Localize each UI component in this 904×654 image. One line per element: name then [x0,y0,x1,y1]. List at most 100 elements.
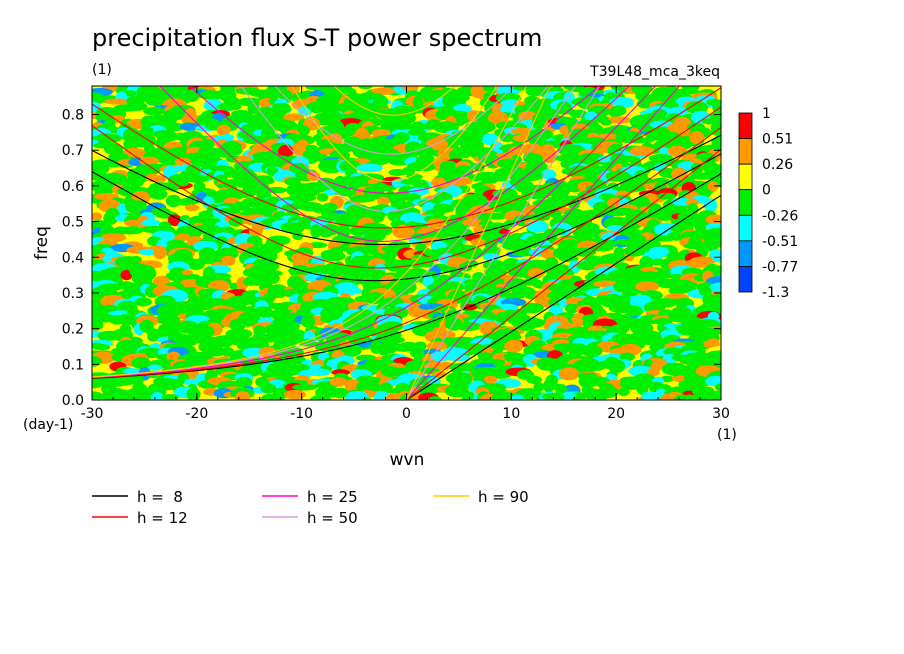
field-blob [587,392,608,400]
field-blob [106,160,121,168]
field-blob [401,166,416,176]
colorbar-label: -0.51 [762,234,798,250]
field-blob [180,339,198,347]
field-blob [507,291,527,299]
field-blob [220,255,236,266]
field-blob [165,194,181,208]
field-blob [257,261,280,272]
field-blob [111,396,135,400]
field-blob [167,214,183,227]
field-blob [235,376,253,388]
field-blob [390,197,407,210]
field-blob [273,367,298,377]
field-blob [427,396,443,400]
field-blob [129,176,145,188]
field-blob [673,88,700,95]
field-blob [469,120,496,133]
field-blob [484,287,511,296]
dispersion-curve-h8-2 [92,153,721,282]
field-blob [177,198,197,206]
field-blob [455,321,482,331]
x-tick-label: -10 [290,406,313,422]
field-blob [640,391,663,400]
field-blob [685,101,709,114]
field-blob [484,266,508,278]
y-tick-label: 0.8 [62,108,84,124]
field-blob [153,175,166,184]
field-blob [177,320,199,334]
field-blob [511,86,530,91]
field-blob [444,384,469,398]
field-blob [458,247,484,260]
x-tick-label: 0 [402,406,411,422]
field-blob [176,233,191,241]
field-blob [568,344,584,358]
field-blob [345,390,369,400]
field-blob [93,192,120,201]
colorbar-label: 1 [762,106,771,122]
field-blob [380,366,401,377]
field-blob [657,192,676,200]
field-blob [131,356,151,369]
field-blob [103,211,119,225]
field-blob [708,390,721,400]
field-blob [688,393,714,400]
field-blob [635,281,660,292]
field-blob [357,271,373,279]
field-blob [95,344,110,351]
field-blob [482,133,499,146]
field-blob [392,337,405,344]
legend-label: h = 25 [307,488,358,506]
field-blob [558,367,580,381]
field-blob [184,204,200,212]
x-tick-label: -30 [81,406,104,422]
dispersion-curve-h90-2 [291,86,498,183]
field-blob [518,110,538,123]
field-blob [501,333,522,342]
field-blob [198,90,226,100]
colorbar-label: 0.51 [762,132,793,148]
y-axis-unit: (day-1) [23,417,73,433]
field-blob [709,111,721,121]
y-tick-label: 0.6 [62,179,84,195]
field-blob [356,163,383,173]
dispersion-curves [92,86,721,400]
field-blob [162,122,185,132]
dispersion-curve-h8-0 [406,194,721,400]
field-blob [703,198,718,213]
y-tick-label: 0.3 [62,286,84,302]
field-blob [629,146,655,157]
field-blob [175,180,189,187]
dispersion-curve-h50-2 [240,86,549,212]
field-blob [283,113,305,121]
field-blob [707,181,719,192]
field-blob [652,235,676,242]
x-tick-label: -20 [185,406,208,422]
field-blob [564,303,580,314]
field-blob [335,225,351,238]
colorbar-swatch [738,214,753,242]
field-blob [707,338,720,346]
field-blob [377,196,390,207]
y-tick-label: 0.1 [62,357,84,373]
field-blob [648,292,661,300]
field-blob [184,378,201,386]
field-blob [316,193,329,202]
field-blob [715,383,721,391]
legend-label: h = 50 [307,509,358,527]
field-blob [511,394,524,400]
colorbar-label: -0.26 [762,208,798,224]
field-blob [216,124,231,136]
colorbar-label: -1.3 [762,285,789,301]
y-axis-title: freq [32,226,52,260]
field-blob [150,391,165,400]
y-tick-label: 0.0 [62,393,84,409]
field-blob [322,202,338,212]
field-blob [97,283,124,292]
field-blob [257,309,275,319]
field-blob [369,151,391,166]
field-blob [139,156,159,166]
field-blob [526,375,543,384]
field-blob [264,272,280,285]
